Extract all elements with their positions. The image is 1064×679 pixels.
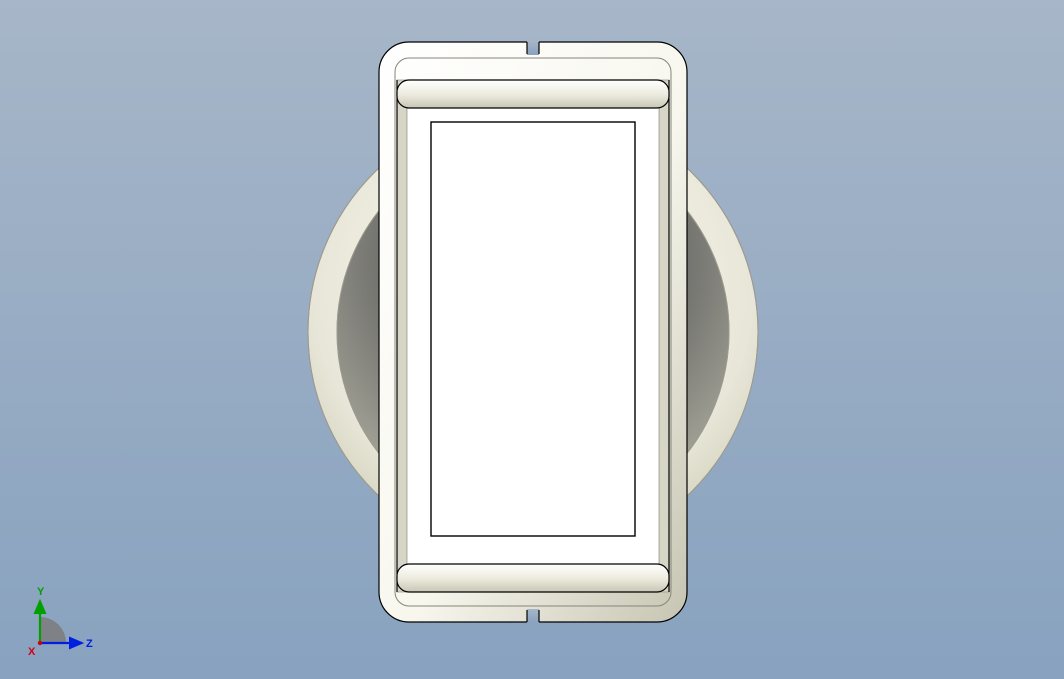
svg-text:Z: Z [86,638,93,650]
axis-triad[interactable]: Y Z X [24,579,104,659]
svg-text:Y: Y [37,586,45,598]
svg-text:X: X [28,646,36,658]
cad-viewport[interactable]: Y Z X [0,0,1064,679]
scene-svg [0,0,1064,679]
axis-triad-svg: Y Z X [24,579,104,659]
